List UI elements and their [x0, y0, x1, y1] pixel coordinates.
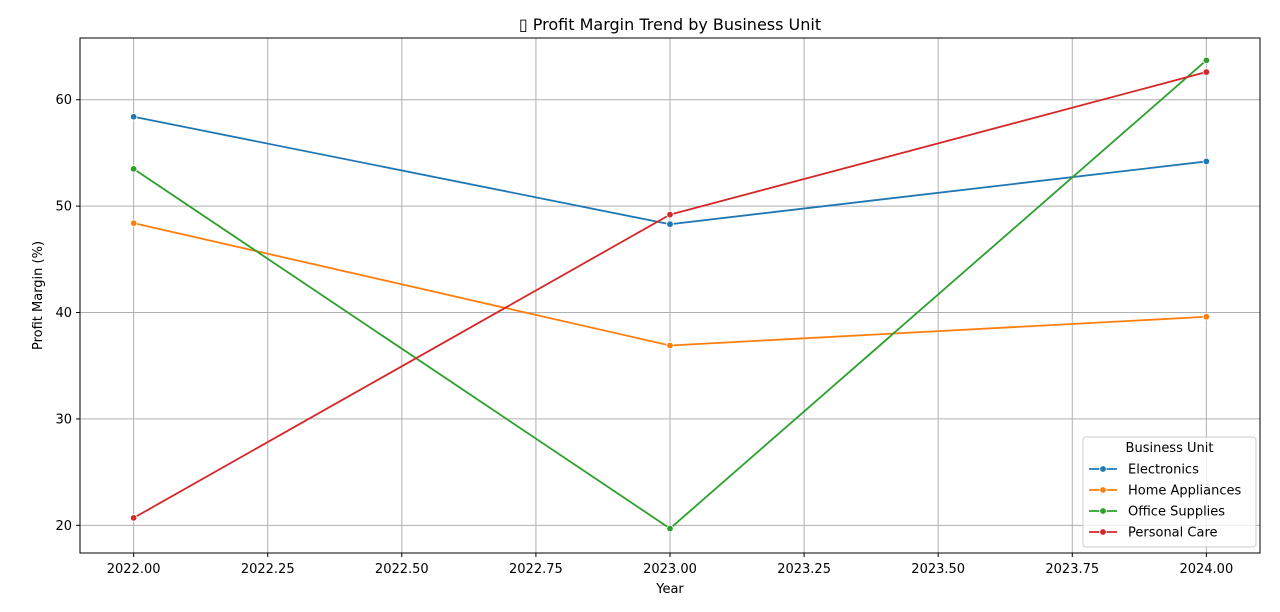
- data-point-office-supplies: [666, 524, 674, 533]
- y-tick-label: 40: [55, 306, 72, 321]
- grid: [80, 38, 1260, 553]
- legend-label: Home Appliances: [1128, 484, 1241, 499]
- x-tick-label: 2022.75: [509, 562, 563, 577]
- x-tick-label: 2023.00: [643, 562, 697, 577]
- data-point-home-appliances: [129, 219, 138, 227]
- data-point-electronics: [1202, 157, 1211, 166]
- y-axis: 20 30 40 50 60: [55, 93, 80, 534]
- legend-label: Personal Care: [1128, 526, 1218, 541]
- x-tick-label: 2022.00: [107, 562, 161, 577]
- legend-swatch-marker: [1099, 528, 1107, 536]
- series-layer: [129, 56, 1211, 533]
- x-axis: 2022.00 2022.25 2022.50 2022.75 2023.00 2023.…: [107, 553, 1233, 577]
- data-point-office-supplies: [1202, 56, 1211, 65]
- series-home-appliances: [129, 219, 1211, 350]
- y-tick-label: 30: [55, 412, 72, 427]
- y-tick-label: 60: [55, 93, 72, 108]
- x-tick-label: 2023.75: [1045, 562, 1099, 577]
- x-tick-label: 2023.25: [777, 562, 831, 577]
- data-point-personal-care: [129, 514, 138, 522]
- legend-item-home-appliances: Home Appliances: [1089, 484, 1241, 499]
- x-tick-label: 2022.25: [241, 562, 295, 577]
- legend-item-electronics: Electronics: [1089, 463, 1199, 478]
- x-tick-label: 2023.50: [911, 562, 965, 577]
- legend: Business Unit Electronics Home Appliances…: [1082, 436, 1257, 548]
- x-tick-label: 2024.00: [1179, 562, 1233, 577]
- y-axis-title: Profit Margin (%): [31, 241, 46, 350]
- legend-swatch-marker: [1099, 507, 1107, 515]
- series-personal-care: [129, 68, 1211, 522]
- legend-label: Office Supplies: [1128, 505, 1225, 520]
- y-tick-label: 50: [55, 200, 72, 215]
- data-point-home-appliances: [1202, 313, 1211, 321]
- data-point-home-appliances: [666, 341, 674, 350]
- data-point-personal-care: [666, 210, 674, 219]
- chart-title: ▯ Profit Margin Trend by Business Unit: [519, 15, 821, 34]
- x-tick-label: 2022.50: [375, 562, 429, 577]
- legend-item-personal-care: Personal Care: [1089, 526, 1218, 541]
- data-point-office-supplies: [129, 165, 138, 173]
- data-point-electronics: [666, 220, 674, 228]
- y-tick-label: 20: [55, 519, 72, 534]
- legend-swatch-marker: [1099, 465, 1107, 473]
- data-point-personal-care: [1202, 68, 1211, 76]
- legend-item-office-supplies: Office Supplies: [1089, 505, 1225, 520]
- legend-label: Electronics: [1128, 463, 1199, 478]
- series-electronics: [129, 113, 1211, 228]
- series-office-supplies: [129, 56, 1211, 533]
- legend-swatch-marker: [1099, 486, 1107, 494]
- x-axis-title: Year: [655, 582, 684, 597]
- data-point-electronics: [129, 113, 138, 121]
- legend-box: [1082, 436, 1257, 548]
- legend-title: Business Unit: [1126, 441, 1214, 456]
